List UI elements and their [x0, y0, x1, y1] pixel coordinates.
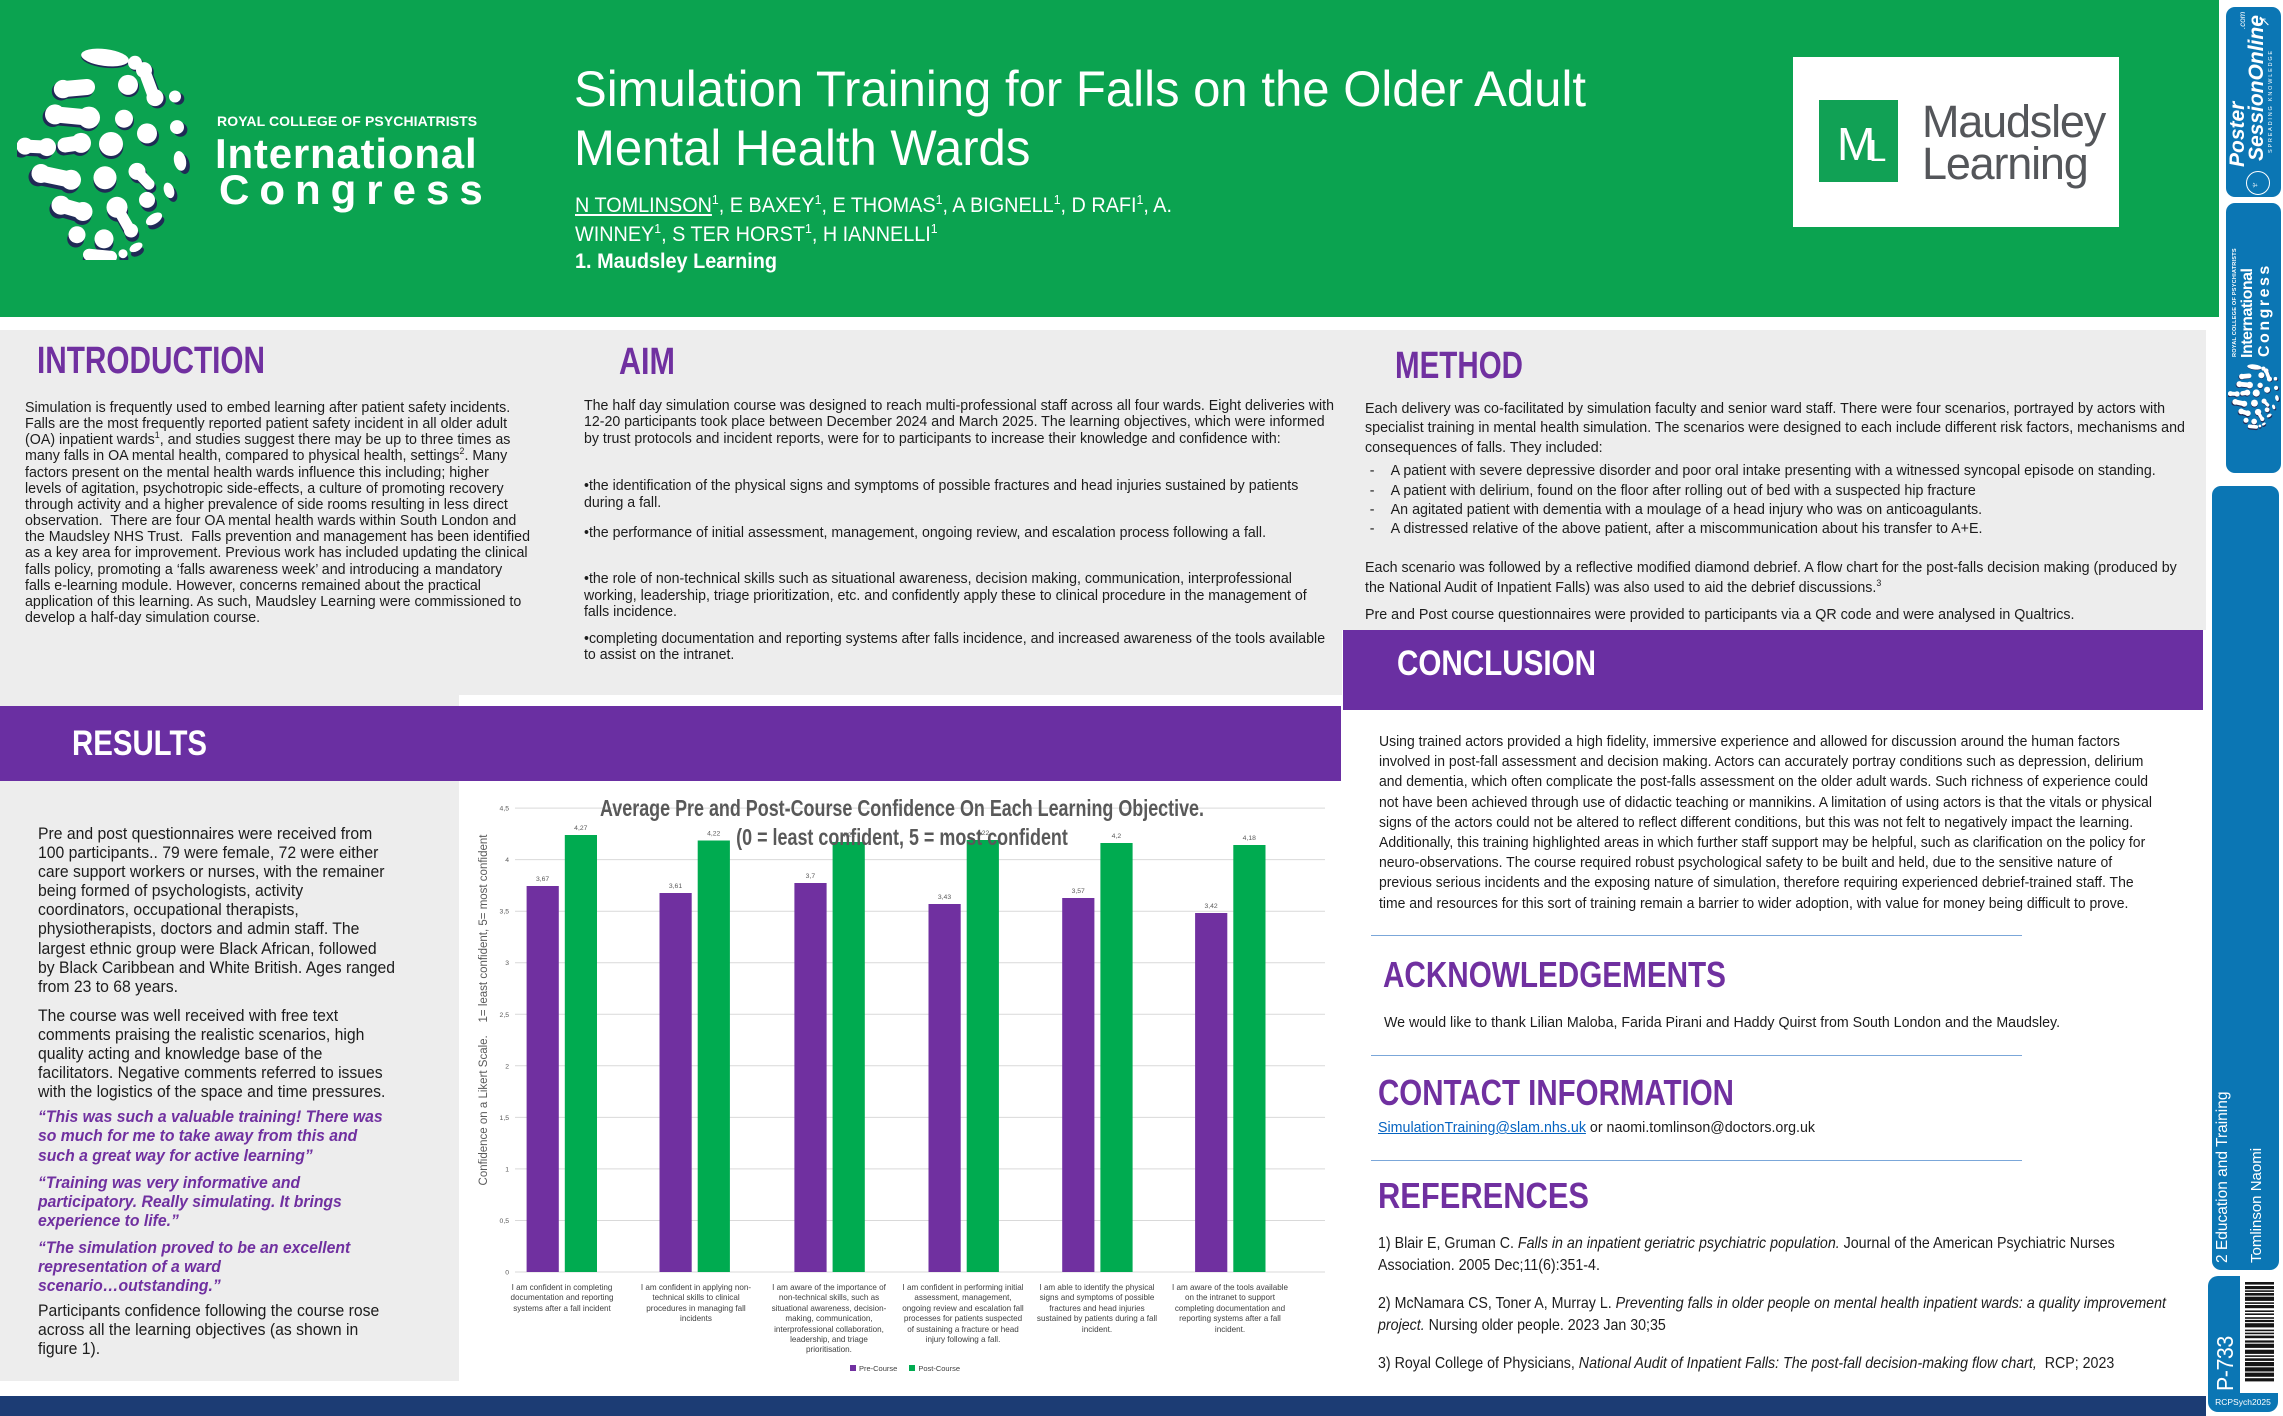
svg-text:4,2: 4,2	[1112, 833, 1122, 840]
svg-text:4: 4	[505, 857, 509, 864]
svg-text:4,5: 4,5	[500, 806, 510, 813]
svg-text:2: 2	[505, 1063, 509, 1070]
svg-text:3,61: 3,61	[669, 883, 682, 890]
svg-text:3: 3	[505, 960, 509, 967]
svg-text:2,5: 2,5	[500, 1012, 510, 1019]
svg-text:0: 0	[505, 1270, 509, 1277]
svg-text:1: 1	[505, 1166, 509, 1173]
svg-text:4,27: 4,27	[574, 825, 587, 832]
svg-text:3,5: 3,5	[500, 909, 510, 916]
svg-text:3,67: 3,67	[536, 876, 549, 883]
svg-text:3,7: 3,7	[806, 873, 816, 880]
svg-text:4,21: 4,21	[842, 832, 855, 839]
svg-text:4,22: 4,22	[976, 830, 989, 837]
svg-text:3,43: 3,43	[938, 894, 951, 901]
svg-text:0,5: 0,5	[500, 1218, 510, 1225]
svg-text:4,22: 4,22	[707, 831, 720, 838]
svg-text:4,18: 4,18	[1243, 835, 1256, 842]
svg-text:3,42: 3,42	[1204, 903, 1217, 910]
svg-text:3,57: 3,57	[1072, 888, 1085, 895]
svg-text:1,5: 1,5	[500, 1115, 510, 1122]
